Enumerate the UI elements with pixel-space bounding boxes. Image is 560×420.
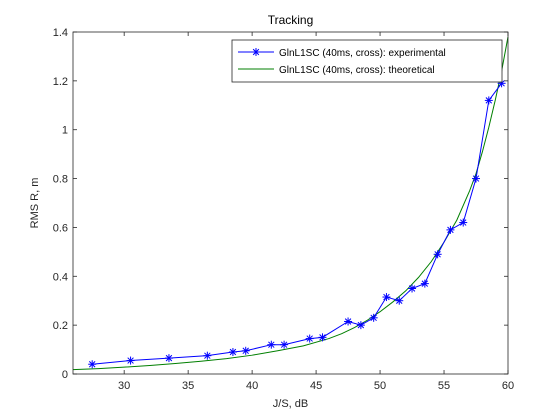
y-tick-label: 0 [62,369,68,381]
data-point [280,340,289,349]
plot-frame [72,31,509,375]
data-point [164,354,173,363]
legend-entry: GlnL1SC (40ms, cross): theoretical [279,65,435,76]
data-point [408,284,417,293]
y-tick-label: 1.2 [53,76,68,88]
data-point [305,334,314,343]
data-point [369,313,378,322]
data-point [459,218,468,227]
y-tick-label: 0.4 [53,271,68,283]
data-point [395,296,404,305]
data-point [472,174,481,183]
x-tick-label: 35 [182,380,194,392]
x-tick-label: 40 [246,380,258,392]
data-point [88,360,97,369]
legend-entry: GlnL1SC (40ms, cross): experimental [279,48,446,59]
chart-title: Tracking [268,13,314,27]
legend: GlnL1SC (40ms, cross): experimental GlnL1… [231,39,503,83]
y-tick-label: 0.2 [53,320,68,332]
data-point [484,96,493,105]
y-tick-label: 0.6 [53,222,68,234]
plot-area [73,32,508,374]
data-point [382,293,391,302]
data-point [318,333,327,342]
data-point [344,317,353,326]
x-tick-label: 30 [118,380,130,392]
legend-box [231,39,503,83]
x-tick-label: 60 [502,380,514,392]
data-point [228,348,237,357]
x-tick-label: 45 [310,380,322,392]
y-tick-label: 0.8 [53,174,68,186]
x-tick-label: 50 [374,380,386,392]
data-point [126,356,135,365]
data-point [433,250,442,259]
data-point [267,340,276,349]
data-point [420,279,429,288]
data-point [203,351,212,360]
y-axis-label: RMS R, m [29,178,41,229]
data-point [241,346,250,355]
y-tick-label: 1 [62,125,68,137]
data-point [252,48,260,56]
data-point [356,321,365,330]
series-layer [72,36,509,371]
axes-layer: 30 35 40 45 50 55 60 0 0.2 0.4 0.6 0.8 1 1.2 1.4 [53,27,514,392]
x-axis-label: J/S, dB [273,398,308,410]
data-point [446,225,455,234]
y-tick-label: 1.4 [53,27,68,39]
x-tick-label: 55 [438,380,450,392]
